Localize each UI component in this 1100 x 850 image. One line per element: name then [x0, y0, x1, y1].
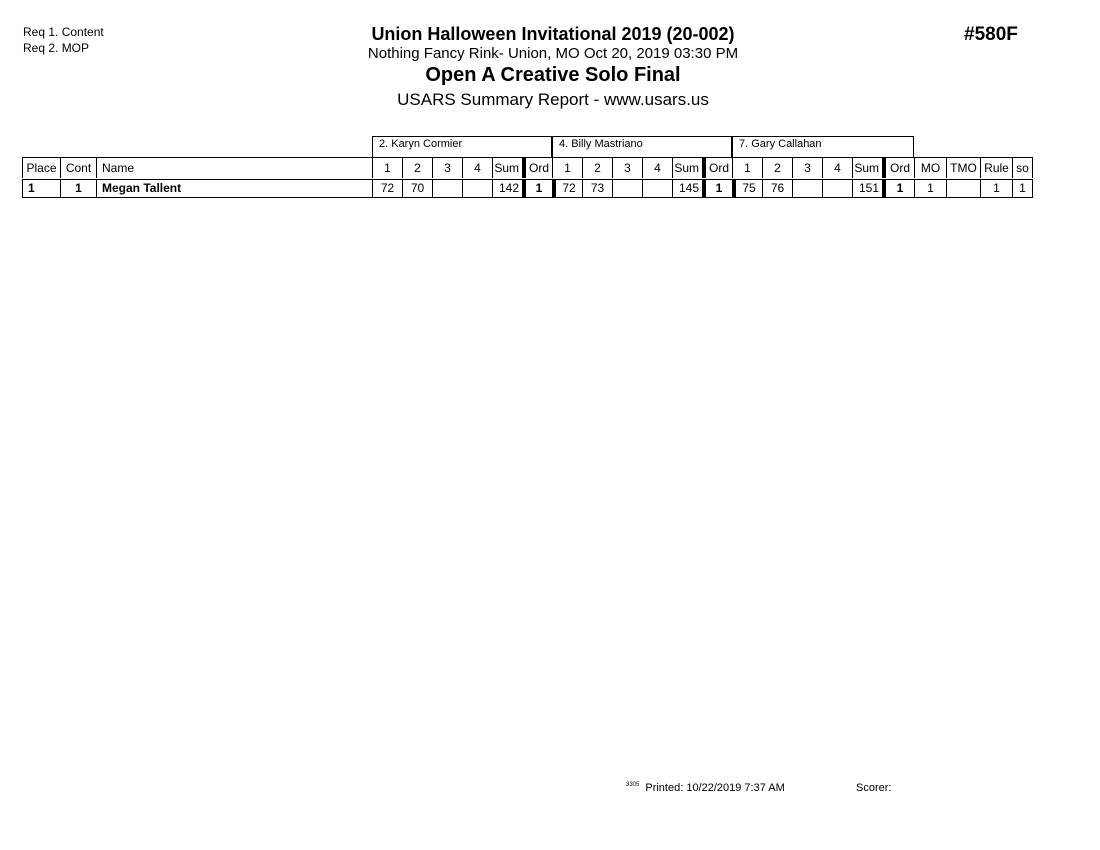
- skater-name: Megan Tallent: [96, 179, 372, 198]
- column-header: TMO: [946, 157, 980, 178]
- score-cell: 142: [492, 179, 522, 198]
- judge-name: 7. Gary Callahan: [732, 136, 914, 157]
- score-cell: 70: [402, 179, 432, 198]
- column-header: 4: [642, 157, 672, 178]
- column-header: Sum: [852, 157, 882, 178]
- score-cell: [642, 179, 672, 198]
- column-header: Rule: [980, 157, 1012, 178]
- column-header: 4: [822, 157, 852, 178]
- column-header: 3: [432, 157, 462, 178]
- score-cell: 1: [882, 179, 914, 198]
- version-number: 3305: [626, 782, 640, 788]
- column-header: Ord: [522, 157, 552, 178]
- requirement-1: Req 1. Content: [23, 25, 104, 39]
- score-cell: 76: [762, 179, 792, 198]
- requirement-2: Req 2. MOP: [23, 41, 90, 55]
- score-cell: [612, 179, 642, 198]
- column-header: 1: [552, 157, 582, 178]
- score-cell: 151: [852, 179, 882, 198]
- column-header: Cont: [60, 157, 96, 178]
- column-header: Place: [22, 157, 60, 178]
- score-cell: 72: [372, 179, 402, 198]
- venue-date: Nothing Fancy Rink- Union, MO Oct 20, 20…: [367, 45, 739, 62]
- column-header: 4: [462, 157, 492, 178]
- column-header: 3: [612, 157, 642, 178]
- event-title: Open A Creative Solo Final: [425, 64, 681, 86]
- score-cell: 1: [702, 179, 732, 198]
- score-cell: [462, 179, 492, 198]
- tail-cell: 1: [1012, 179, 1033, 198]
- column-header: Name: [96, 157, 372, 178]
- column-header: 1: [372, 157, 402, 178]
- column-header: Ord: [702, 157, 732, 178]
- competition-title: Union Halloween Invitational 2019 (20-00…: [371, 24, 735, 44]
- column-header: so: [1012, 157, 1033, 178]
- score-cell: 73: [582, 179, 612, 198]
- scorer-label: Scorer:: [856, 782, 892, 794]
- print-footer: 3305 Printed: 10/22/2019 7:37 AM: [626, 782, 785, 794]
- score-cell: [792, 179, 822, 198]
- tail-cell: 1: [980, 179, 1012, 198]
- score-cell: [822, 179, 852, 198]
- score-cell: 75: [732, 179, 762, 198]
- score-cell: 1: [522, 179, 552, 198]
- column-header: Sum: [492, 157, 522, 178]
- report-title: USARS Summary Report - www.usars.us: [397, 90, 709, 109]
- score-cell: 72: [552, 179, 582, 198]
- column-header: 2: [582, 157, 612, 178]
- place-cell: 1: [22, 179, 60, 198]
- column-header: Sum: [672, 157, 702, 178]
- judge-name: 2. Karyn Cormier: [372, 136, 552, 157]
- judge-name: 4. Billy Mastriano: [552, 136, 732, 157]
- event-code: #580F: [964, 24, 1018, 45]
- score-cell: [432, 179, 462, 198]
- column-header: 2: [402, 157, 432, 178]
- column-header: 2: [762, 157, 792, 178]
- column-header: Ord: [882, 157, 914, 178]
- column-header: 3: [792, 157, 822, 178]
- tail-cell: [946, 179, 980, 198]
- cont-cell: 1: [60, 179, 96, 198]
- tail-cell: 1: [914, 179, 946, 198]
- column-header: 1: [732, 157, 762, 178]
- score-cell: 145: [672, 179, 702, 198]
- printed-timestamp: Printed: 10/22/2019 7:37 AM: [645, 782, 785, 794]
- column-header: MO: [914, 157, 946, 178]
